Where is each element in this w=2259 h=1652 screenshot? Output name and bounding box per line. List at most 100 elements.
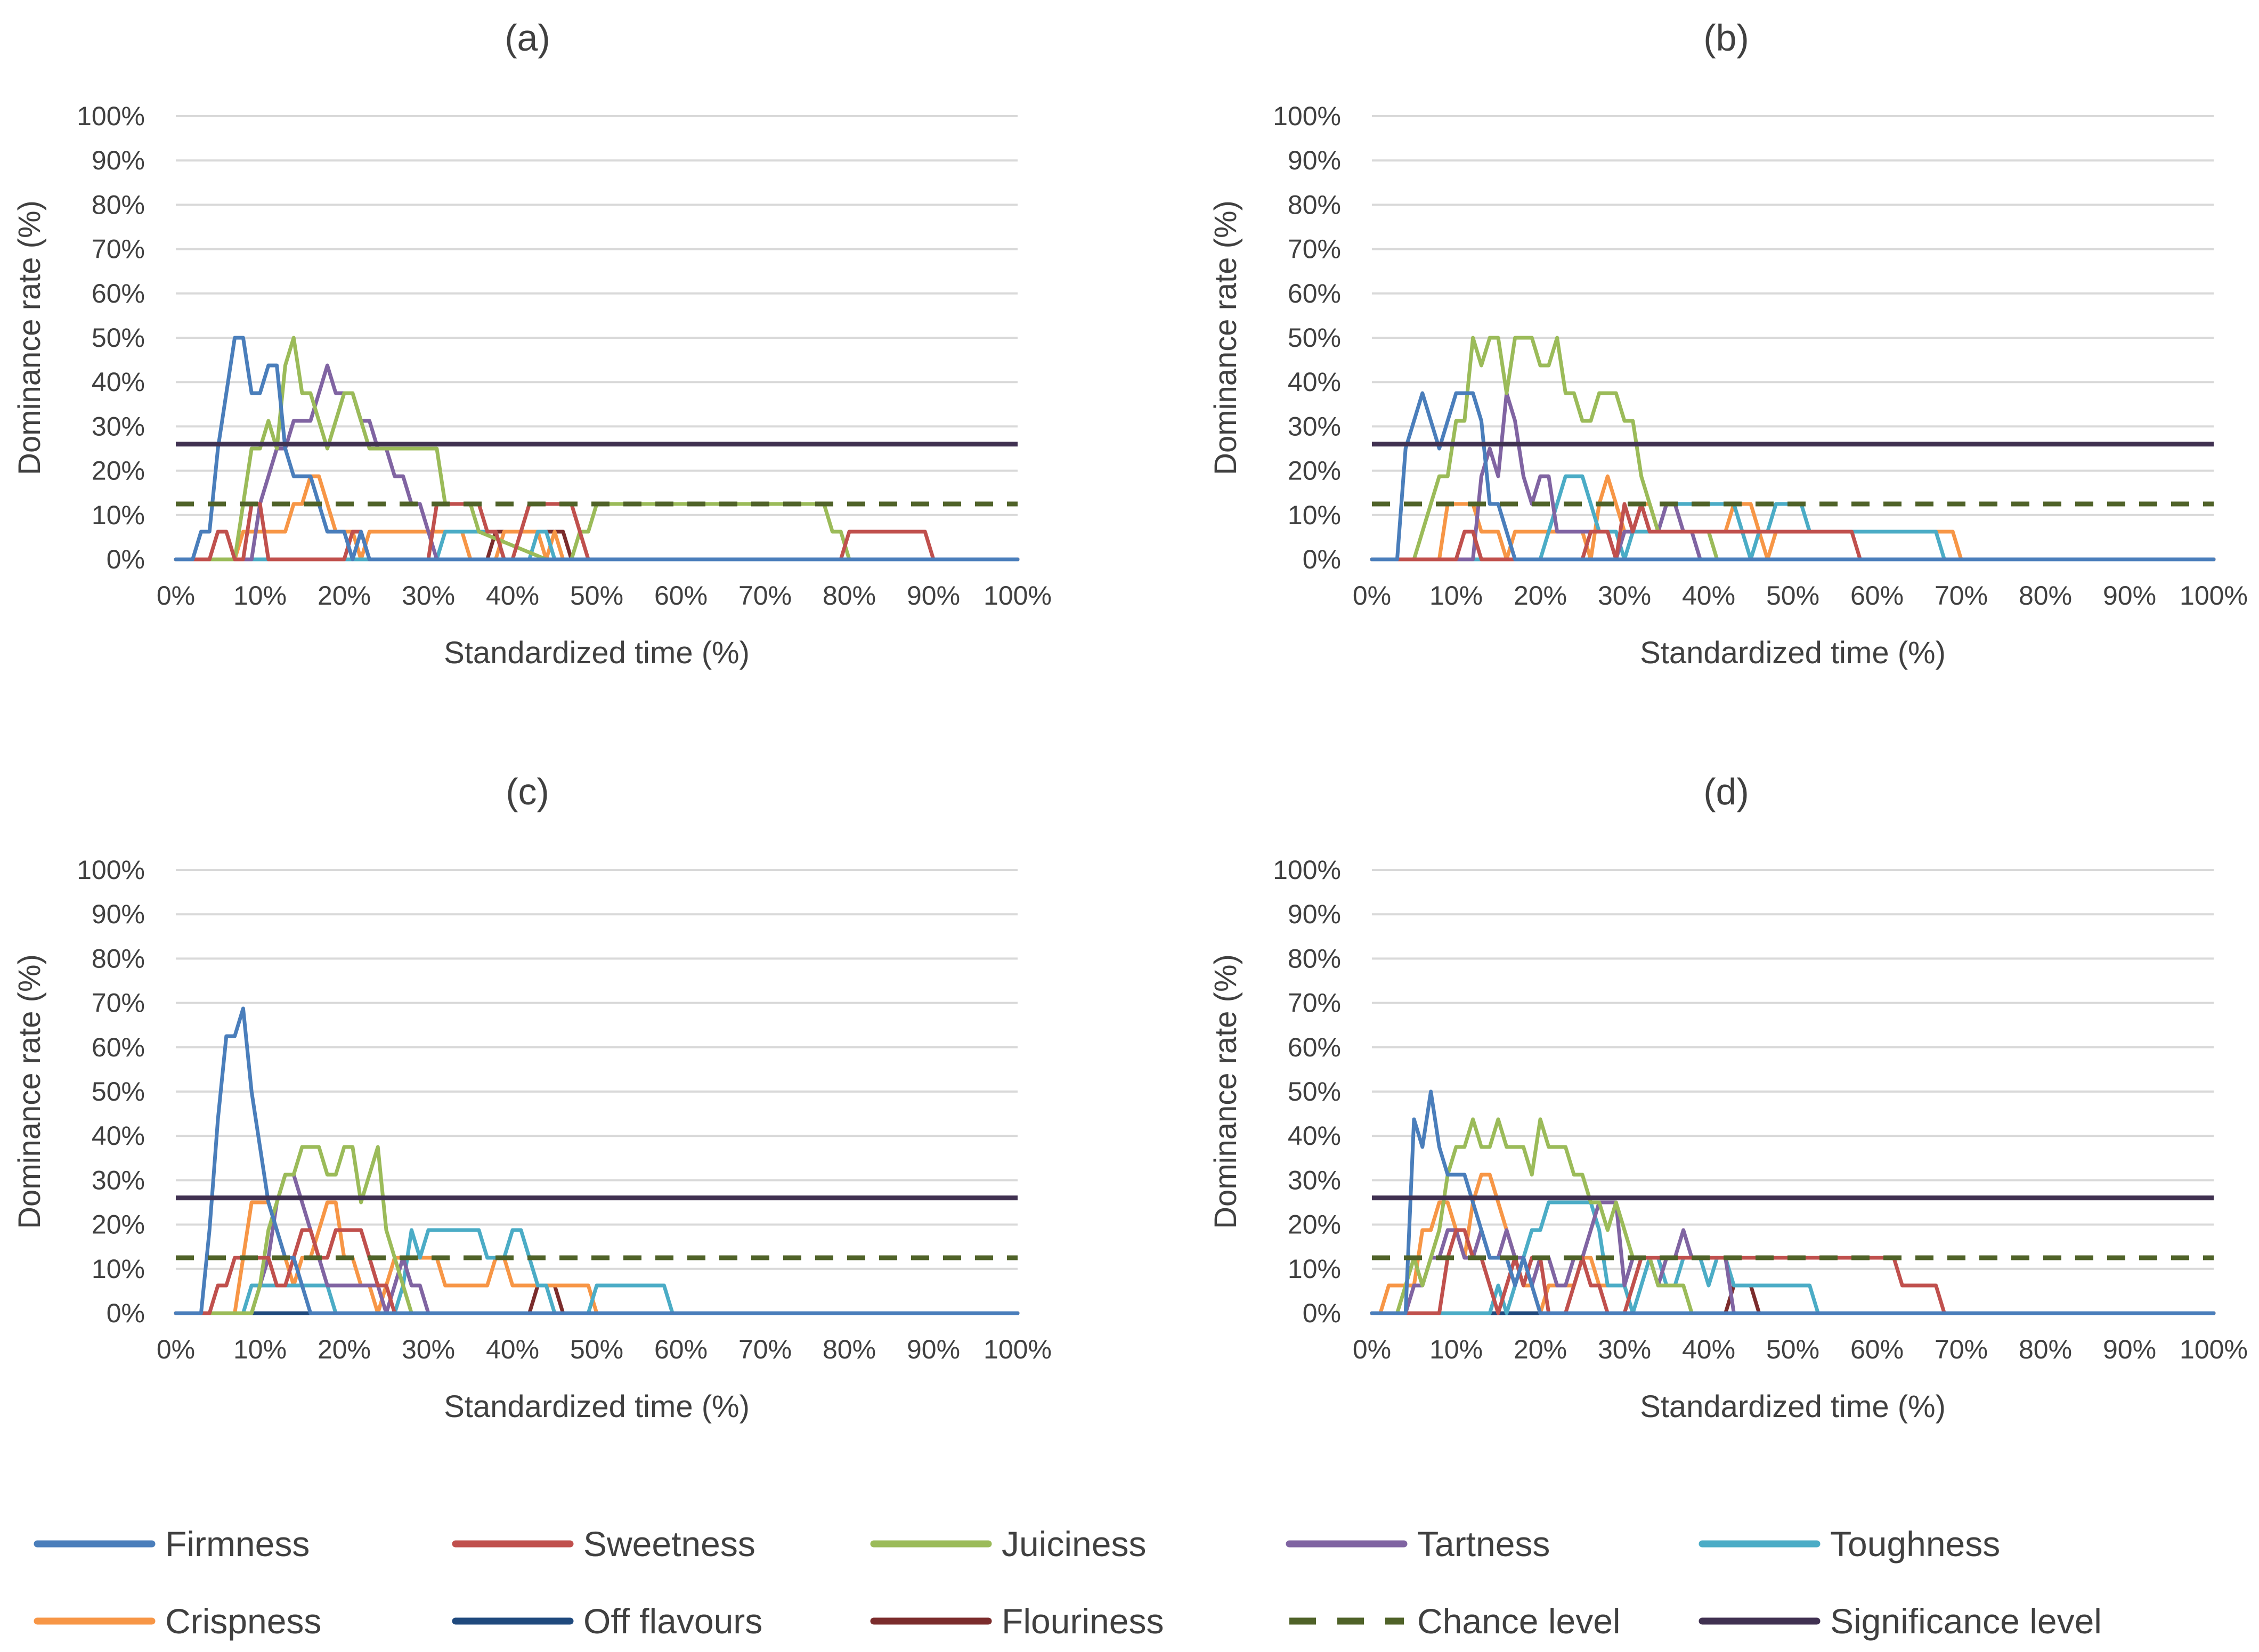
y-tick-label: 70% — [92, 234, 145, 264]
series-line-crispness — [1370, 474, 2216, 561]
legend-label: Sweetness — [583, 1524, 755, 1564]
legend-item-tartness: Tartness — [1286, 1524, 1550, 1564]
y-tick-label: 0% — [1303, 1298, 1341, 1328]
x-tick-label: 60% — [654, 581, 708, 611]
y-tick-label: 60% — [92, 1032, 145, 1062]
y-tick-label: 50% — [1288, 323, 1341, 353]
y-tick-label: 60% — [1288, 1032, 1341, 1062]
series-line-crispness — [1370, 1173, 2216, 1315]
y-tick-label: 20% — [1288, 456, 1341, 486]
y-tick-label: 50% — [1288, 1077, 1341, 1106]
x-tick-label: 0% — [1353, 581, 1391, 611]
x-tick-label: 10% — [233, 1334, 287, 1364]
series-line-toughness — [1370, 474, 2216, 561]
chart-panel-3: (c) 0% 10% 20% 30% 40% 50% 60% 70% 80% 90% 100% 0% 10… — [12, 771, 1052, 1424]
y-axis-label: Dominance rate (%) — [1208, 200, 1243, 475]
y-tick-label: 70% — [1288, 234, 1341, 264]
x-tick-label: 10% — [1429, 581, 1483, 611]
y-tick-label: 10% — [1288, 1254, 1341, 1284]
x-tick-label: 30% — [1598, 581, 1651, 611]
y-tick-label: 20% — [92, 1210, 145, 1240]
x-tick-label: 20% — [318, 1334, 371, 1364]
y-tick-label: 40% — [1288, 367, 1341, 397]
legend-item-firmness: Firmness — [34, 1524, 310, 1564]
x-axis-label: Standardized time (%) — [1640, 636, 1946, 670]
y-tick-label: 50% — [92, 323, 145, 353]
x-tick-label: 50% — [570, 581, 623, 611]
x-tick-label: 40% — [1682, 581, 1735, 611]
x-tick-label: 70% — [738, 581, 792, 611]
legend-item-toughness: Toughness — [1699, 1524, 2000, 1564]
x-axis-label: Standardized time (%) — [444, 636, 750, 670]
series-group — [174, 1006, 1020, 1315]
legend-label: Off flavours — [583, 1601, 762, 1641]
y-tick-label: 0% — [107, 544, 145, 574]
y-tick-label: 20% — [92, 456, 145, 486]
y-tick-label: 80% — [92, 190, 145, 219]
series-line-sweetness — [174, 502, 1020, 561]
y-tick-label: 90% — [1288, 899, 1341, 929]
series-line-firmness — [1370, 1089, 2216, 1315]
series-line-toughness — [174, 1228, 1020, 1315]
y-tick-label: 40% — [92, 367, 145, 397]
y-tick-label: 20% — [1288, 1210, 1341, 1240]
series-line-sweetness — [1370, 1228, 2216, 1315]
y-tick-label: 10% — [92, 500, 145, 530]
x-axis-label: Standardized time (%) — [1640, 1389, 1946, 1424]
x-tick-label: 10% — [233, 581, 287, 611]
legend-item-chance-level: Chance level — [1289, 1601, 1621, 1641]
y-tick-label: 90% — [92, 145, 145, 175]
x-tick-label: 80% — [2019, 1334, 2072, 1364]
x-tick-label: 20% — [1514, 581, 1567, 611]
series-line-juiciness — [1370, 336, 2216, 561]
legend-label: Significance level — [1830, 1601, 2102, 1641]
x-tick-label: 60% — [654, 1334, 708, 1364]
y-tick-label: 30% — [92, 411, 145, 441]
series-group — [1370, 1089, 2216, 1315]
x-tick-label: 40% — [1682, 1334, 1735, 1364]
x-tick-label: 40% — [486, 581, 539, 611]
legend-label: Chance level — [1417, 1601, 1621, 1641]
y-tick-label: 80% — [1288, 943, 1341, 973]
legend-item-flouriness: Flouriness — [870, 1601, 1164, 1641]
chart-title: (c) — [506, 771, 549, 812]
x-tick-label: 80% — [823, 1334, 876, 1364]
chart-panels: (a) 0% 10% 20% 30% 40% 50% 60% 70% 80% 90% 100% 0% 10… — [12, 17, 2248, 1424]
x-tick-label: 90% — [2103, 1334, 2156, 1364]
y-axis-label: Dominance rate (%) — [12, 200, 47, 475]
x-tick-label: 0% — [157, 1334, 195, 1364]
legend-label: Flouriness — [1002, 1601, 1164, 1641]
y-tick-label: 80% — [92, 943, 145, 973]
x-tick-label: 100% — [984, 581, 1052, 611]
series-line-sweetness — [1370, 502, 2216, 561]
legend-label: Tartness — [1417, 1524, 1550, 1564]
y-tick-label: 90% — [1288, 145, 1341, 175]
y-tick-label: 80% — [1288, 190, 1341, 219]
series-line-flouriness — [174, 530, 1020, 561]
y-tick-label: 30% — [1288, 1165, 1341, 1195]
series-line-sweetness — [174, 1228, 1020, 1315]
x-tick-label: 30% — [402, 581, 455, 611]
x-tick-label: 0% — [1353, 1334, 1391, 1364]
x-tick-label: 80% — [823, 581, 876, 611]
legend-label: Crispness — [165, 1601, 321, 1641]
x-tick-label: 100% — [2180, 1334, 2248, 1364]
y-tick-label: 0% — [1303, 544, 1341, 574]
legend-item-juiciness: Juiciness — [870, 1524, 1146, 1564]
legend-label: Juiciness — [1002, 1524, 1146, 1564]
x-tick-label: 50% — [1766, 1334, 1819, 1364]
x-tick-label: 100% — [2180, 581, 2248, 611]
x-tick-label: 20% — [1514, 1334, 1567, 1364]
x-tick-label: 60% — [1850, 581, 1904, 611]
legend-label: Toughness — [1830, 1524, 2000, 1564]
y-tick-label: 100% — [77, 855, 145, 885]
legend-label: Firmness — [165, 1524, 310, 1564]
y-tick-label: 60% — [92, 279, 145, 308]
y-tick-label: 60% — [1288, 279, 1341, 308]
legend-item-sweetness: Sweetness — [452, 1524, 755, 1564]
series-line-tartness — [174, 1173, 1020, 1315]
y-tick-label: 40% — [1288, 1121, 1341, 1151]
x-tick-label: 70% — [1935, 581, 1988, 611]
y-tick-label: 90% — [92, 899, 145, 929]
